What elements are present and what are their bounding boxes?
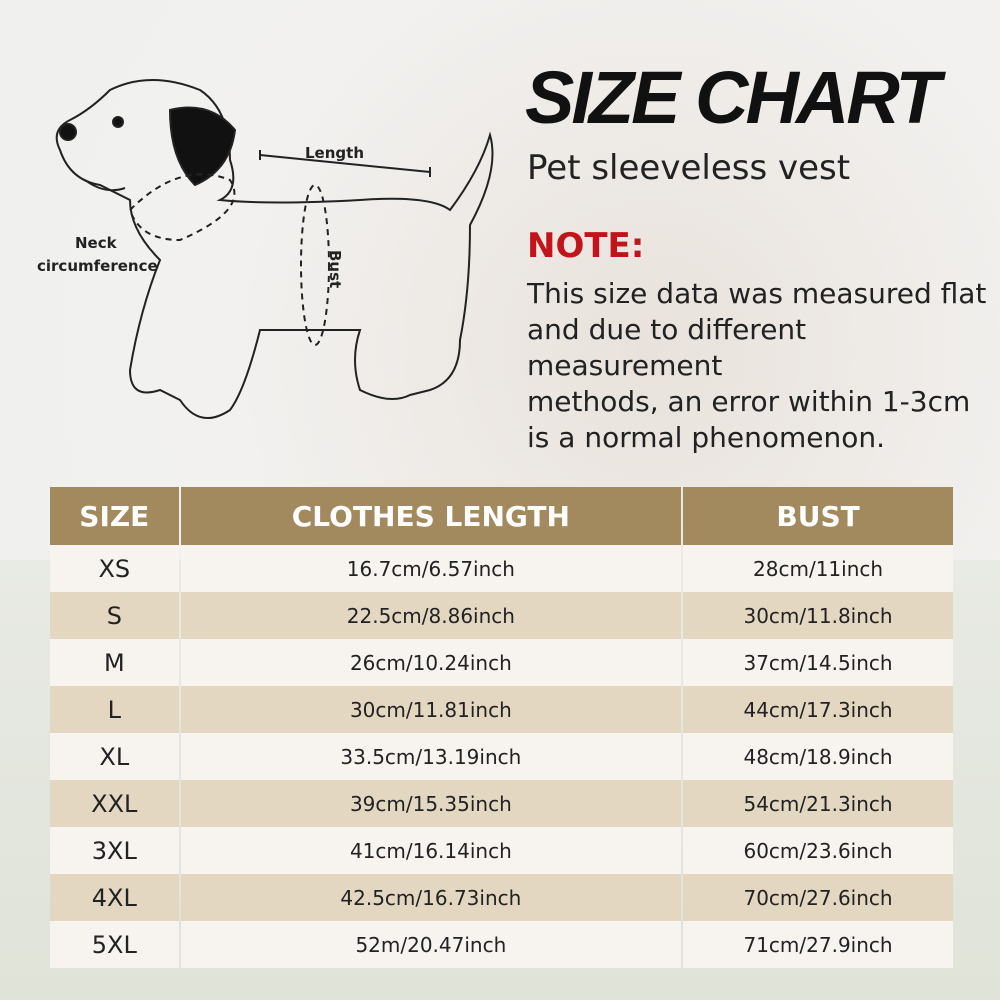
table-row: 3XL 41cm/16.14inch 60cm/23.6inch [50,827,953,874]
table-cell: 71cm/27.9inch [683,921,953,968]
column-header: BUST [683,487,953,545]
note-label: NOTE: [527,226,645,266]
table-cell: 39cm/15.35inch [180,780,682,827]
bust-label: Bust [326,250,344,288]
note-line: is a normal phenomenon. [527,421,885,454]
table-cell: 54cm/21.3inch [683,780,953,827]
title: SIZE CHART [525,56,941,139]
size-table: SIZE CLOTHES LENGTH BUST XS 16.7cm/6.57inch 2… [48,487,955,968]
neck-label: Neck [75,234,118,252]
table-cell: 4XL [50,874,179,921]
neck-label: circumference [37,257,158,275]
table-row: XXL 39cm/15.35inch 54cm/21.3inch [50,780,953,827]
note-line: This size data was measured flat [527,277,987,310]
table-cell: XS [50,545,179,592]
column-header: CLOTHES LENGTH [180,487,682,545]
table-cell: 48cm/18.9inch [683,733,953,780]
table-cell: 52m/20.47inch [180,921,682,968]
table-cell: XL [50,733,179,780]
table-cell: 30cm/11.8inch [683,592,953,639]
header-row: SIZE CLOTHES LENGTH BUST [50,487,953,545]
table-row: L 30cm/11.81inch 44cm/17.3inch [50,686,953,733]
column-header: SIZE [50,487,179,545]
table-cell: L [50,686,179,733]
table-row: 4XL 42.5cm/16.73inch 70cm/27.6inch [50,874,953,921]
table-row: S 22.5cm/8.86inch 30cm/11.8inch [50,592,953,639]
table-cell: 37cm/14.5inch [683,639,953,686]
note-text: This size data was measured flat and due … [527,276,1000,456]
table-cell: 60cm/23.6inch [683,827,953,874]
table-cell: 70cm/27.6inch [683,874,953,921]
note-line: methods, an error within 1-3cm [527,385,971,418]
table-cell: 5XL [50,921,179,968]
subtitle: Pet sleeveless vest [527,148,851,188]
table-row: 5XL 52m/20.47inch 71cm/27.9inch [50,921,953,968]
table-cell: 3XL [50,827,179,874]
table-cell: 28cm/11inch [683,545,953,592]
table-row: M 26cm/10.24inch 37cm/14.5inch [50,639,953,686]
table-cell: 41cm/16.14inch [180,827,682,874]
table-cell: 30cm/11.81inch [180,686,682,733]
table-cell: 16.7cm/6.57inch [180,545,682,592]
table-cell: XXL [50,780,179,827]
table-cell: S [50,592,179,639]
table-cell: 42.5cm/16.73inch [180,874,682,921]
table-cell: 22.5cm/8.86inch [180,592,682,639]
table-cell: 26cm/10.24inch [180,639,682,686]
table-cell: 33.5cm/13.19inch [180,733,682,780]
dog-diagram: Length Bust Neck circumference [37,79,494,419]
table-cell: 44cm/17.3inch [683,686,953,733]
table-cell: M [50,639,179,686]
table-row: XS 16.7cm/6.57inch 28cm/11inch [50,545,953,592]
note-line: and due to different measurement [527,313,807,382]
table-row: XL 33.5cm/13.19inch 48cm/18.9inch [50,733,953,780]
length-label: Length [305,144,364,162]
